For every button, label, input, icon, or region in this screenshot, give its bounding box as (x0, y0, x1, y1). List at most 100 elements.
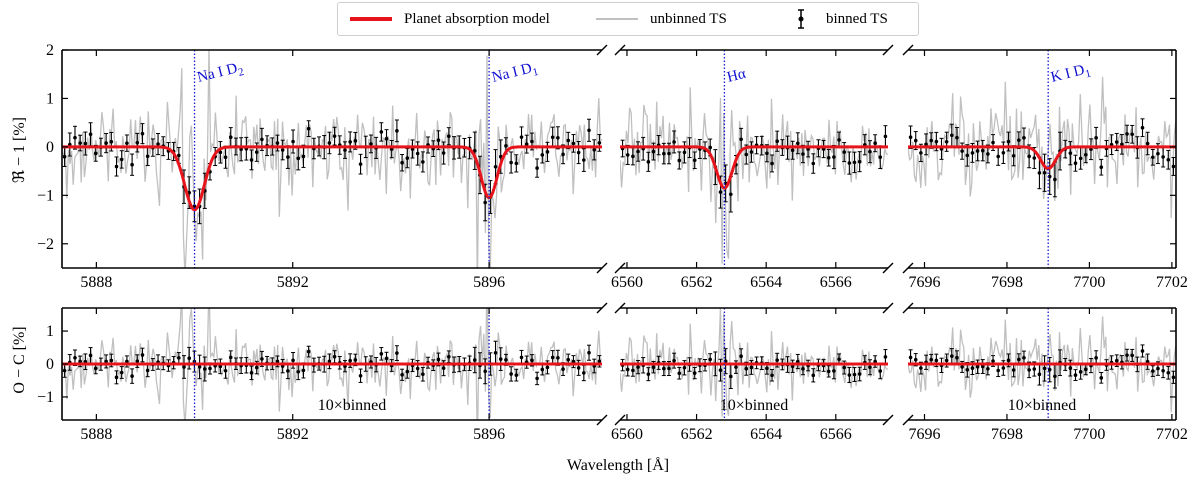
top-x-tick-label: 7698 (991, 274, 1023, 291)
bot-binned-point (1130, 348, 1135, 362)
bot-binned-point (1150, 365, 1155, 377)
top-binned-point (754, 136, 759, 155)
top-binned-point (867, 140, 872, 164)
top-binned-point (1068, 141, 1073, 166)
top-binned-point (524, 134, 529, 154)
top-binned-point (1078, 147, 1083, 170)
top-binned-point (420, 151, 425, 173)
bot-binned-point (811, 368, 816, 383)
top-binned-point (130, 153, 135, 176)
top-binned-point (166, 142, 171, 160)
bot-binned-point (379, 347, 384, 361)
bot-binned-point (114, 370, 119, 385)
bot-binned-point (291, 352, 296, 369)
top-binned-point (280, 139, 285, 161)
bot-binned-point (400, 368, 405, 381)
bot-binned-point (140, 347, 145, 363)
top-binned-point (519, 126, 524, 148)
top-binned-point (192, 190, 197, 223)
top-binned-point (831, 144, 836, 170)
top-binned-point (944, 131, 949, 152)
top-binned-point (924, 133, 929, 156)
top-binned-point (135, 132, 140, 153)
top-x-tick-label: 7702 (1156, 274, 1188, 291)
bot-binned-point (119, 366, 124, 379)
bot-binned-point (677, 366, 682, 380)
axis-break-mark (614, 44, 626, 56)
bot-binned-point (394, 345, 399, 361)
line-label-sodium-1: Na I D1 (490, 59, 540, 89)
bot-binned-point (672, 352, 677, 369)
binned-note-halpha: 10×binned (720, 397, 789, 414)
top-binned-point (140, 123, 145, 145)
legend: Planet absorption model unbinned TS binn… (337, 2, 919, 36)
top-binned-point (114, 156, 119, 177)
top-binned-point (692, 151, 697, 170)
axis-break-mark (596, 414, 608, 426)
top-binned-point (795, 132, 800, 155)
top-binned-point (327, 131, 332, 155)
bot-unbinned-series-potassium (908, 316, 1176, 413)
axis-break-mark (882, 44, 894, 56)
bot-binned-point (202, 356, 207, 382)
bot-binned-point (975, 359, 980, 374)
bot-binned-point (514, 368, 519, 382)
bot-binned-point (88, 347, 93, 364)
legend-item-unbinned: unbinned TS (594, 3, 727, 35)
top-binned-point (368, 134, 373, 154)
top-binned-point (873, 134, 878, 153)
top-binned-point (571, 134, 576, 153)
top-binned-point (1099, 158, 1104, 176)
bot-binned-point (795, 353, 800, 370)
top-binned-point (587, 118, 592, 142)
bot-binned-point (587, 344, 592, 361)
top-binned-point (581, 148, 586, 172)
top-binned-point (72, 125, 77, 150)
top-binned-point (514, 154, 519, 173)
legend-unbinned-label: unbinned TS (650, 10, 727, 27)
top-x-tick-label: 6566 (820, 274, 852, 291)
top-segment-sodium: Na I D2 Na I D1 5888 5892 5896 (61, 44, 608, 291)
top-unbinned-series-potassium (908, 76, 1176, 219)
bottom-panel: 5888 5892 5896 10×binned 6560 6562 6564 6566 10×… (37, 302, 1188, 443)
top-unbinned-series-halpha (620, 87, 888, 264)
bot-binned-point (1125, 348, 1130, 362)
top-x-tick-label: 6562 (681, 274, 713, 291)
top-binned-point (555, 126, 560, 150)
bot-binned-point (826, 365, 831, 378)
axis-break-mark (596, 262, 608, 274)
bot-x-tick-label: 5892 (277, 426, 309, 443)
bot-plot-area-sodium (62, 308, 602, 420)
bot-binned-point (166, 359, 171, 372)
top-binned-point (83, 131, 88, 156)
top-binned-point (400, 154, 405, 172)
legend-binned-swatch (798, 9, 804, 29)
top-binned-point (348, 131, 353, 153)
bot-binned-point (1140, 344, 1145, 358)
top-binned-point (1032, 147, 1037, 169)
top-y-tick-label: −2 (37, 236, 54, 253)
bot-binned-point (498, 347, 503, 371)
bot-segment-potassium: 7696 7698 7700 7702 10×binned (902, 302, 1188, 443)
bot-binned-point (358, 368, 363, 383)
axis-break-mark (596, 302, 608, 314)
bot-unbinned-series-sodium (62, 308, 602, 420)
bot-x-tick-label: 7700 (1073, 426, 1105, 443)
top-binned-point (124, 134, 129, 152)
bot-binned-point (646, 367, 651, 382)
line-label-potassium-0: K I D1 (1049, 61, 1092, 89)
top-x-tick-label: 7696 (908, 274, 940, 291)
top-binned-point (535, 158, 540, 178)
top-binned-point (156, 133, 161, 156)
top-plot-area-potassium (908, 76, 1176, 219)
binned-note-sodium: 10×binned (318, 397, 387, 414)
top-binned-point (996, 147, 1001, 166)
top-binned-point (332, 126, 337, 146)
top-binned-point (682, 141, 687, 164)
top-binned-point (991, 134, 996, 151)
top-binned-point (1140, 118, 1145, 138)
legend-item-binned: binned TS (786, 3, 888, 35)
axis-break-mark (882, 262, 894, 274)
axis-break-mark (614, 302, 626, 314)
bot-binned-point (472, 346, 477, 374)
